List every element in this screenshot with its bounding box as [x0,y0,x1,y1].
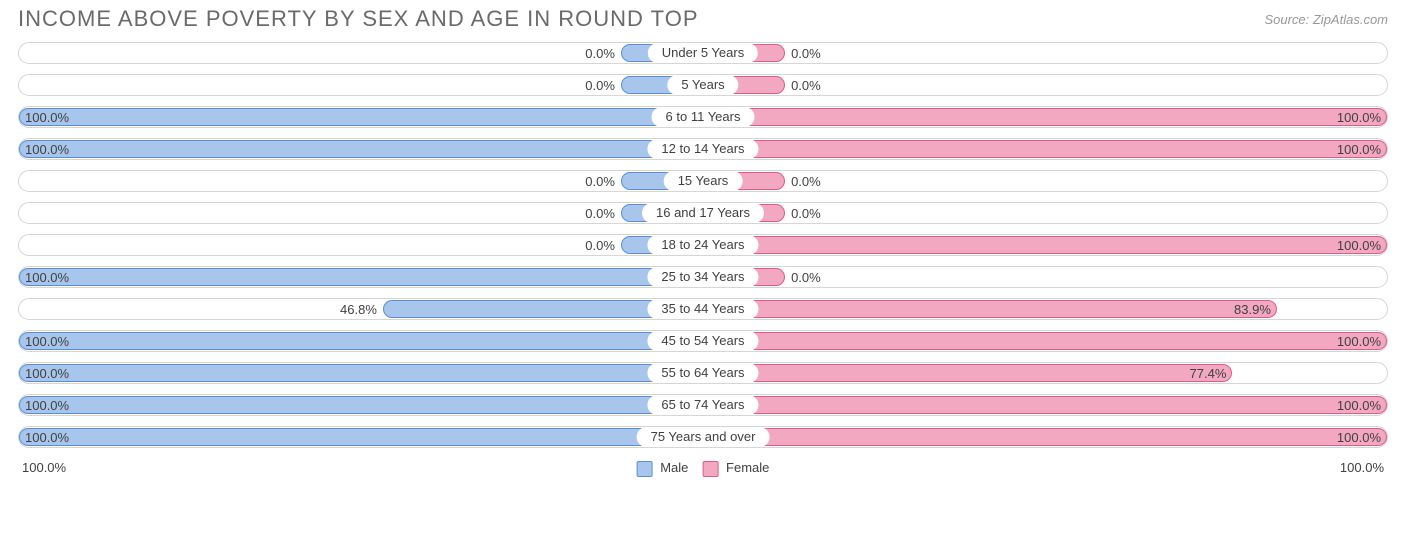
category-label: 55 to 64 Years [647,363,758,383]
female-value-label: 100.0% [1337,427,1381,447]
male-value-label: 100.0% [25,427,69,447]
chart-area: 0.0% 0.0% Under 5 Years 0.0% 0.0% 5 Years 100.… [0,42,1406,448]
female-value-label: 100.0% [1337,139,1381,159]
male-value-label: 100.0% [25,139,69,159]
source-label: Source: ZipAtlas.com [1264,12,1388,27]
male-bar [19,396,703,414]
female-value-label: 100.0% [1337,235,1381,255]
female-bar [703,332,1387,350]
chart-row: 0.0% 0.0% 16 and 17 Years [18,202,1388,224]
chart-row: 100.0% 100.0% 12 to 14 Years [18,138,1388,160]
chart-row: 0.0% 0.0% Under 5 Years [18,42,1388,64]
category-label: 15 Years [664,171,743,191]
chart-row: 0.0% 0.0% 5 Years [18,74,1388,96]
male-value-label: 100.0% [25,267,69,287]
male-value-label: 0.0% [585,203,615,223]
category-label: 45 to 54 Years [647,331,758,351]
male-value-label: 100.0% [25,107,69,127]
male-value-label: 0.0% [585,171,615,191]
male-value-label: 100.0% [25,395,69,415]
chart-row: 100.0% 0.0% 25 to 34 Years [18,266,1388,288]
category-label: 16 and 17 Years [642,203,764,223]
male-value-label: 46.8% [340,299,377,319]
male-bar [19,332,703,350]
chart-row: 100.0% 100.0% 45 to 54 Years [18,330,1388,352]
female-value-label: 0.0% [791,43,821,63]
male-value-label: 0.0% [585,75,615,95]
male-value-label: 100.0% [25,363,69,383]
female-value-label: 0.0% [791,171,821,191]
category-label: 6 to 11 Years [652,107,755,127]
category-label: 25 to 34 Years [647,267,758,287]
male-bar [19,268,703,286]
legend: Male Female [637,460,770,477]
male-bar [19,108,703,126]
male-value-label: 100.0% [25,331,69,351]
category-label: 75 Years and over [637,427,770,447]
chart-row: 100.0% 100.0% 65 to 74 Years [18,394,1388,416]
female-bar [703,300,1277,318]
category-label: 18 to 24 Years [647,235,758,255]
male-value-label: 0.0% [585,43,615,63]
male-bar [19,140,703,158]
female-value-label: 77.4% [1190,363,1227,383]
female-value-label: 0.0% [791,267,821,287]
axis-left-label: 100.0% [22,460,66,475]
male-bar [19,364,703,382]
chart-row: 100.0% 100.0% 75 Years and over [18,426,1388,448]
chart-container: INCOME ABOVE POVERTY BY SEX AND AGE IN R… [0,0,1406,488]
chart-row: 0.0% 0.0% 15 Years [18,170,1388,192]
female-bar [703,396,1387,414]
female-value-label: 0.0% [791,75,821,95]
category-label: 5 Years [667,75,738,95]
legend-male: Male [637,460,689,477]
female-swatch-icon [702,461,718,477]
female-bar [703,236,1387,254]
female-value-label: 100.0% [1337,107,1381,127]
chart-row: 100.0% 100.0% 6 to 11 Years [18,106,1388,128]
chart-row: 0.0% 100.0% 18 to 24 Years [18,234,1388,256]
legend-male-label: Male [660,460,688,475]
male-bar [19,428,703,446]
chart-row: 46.8% 83.9% 35 to 44 Years [18,298,1388,320]
category-label: 35 to 44 Years [647,299,758,319]
female-value-label: 83.9% [1234,299,1271,319]
category-label: Under 5 Years [648,43,758,63]
female-value-label: 100.0% [1337,395,1381,415]
legend-female: Female [702,460,769,477]
chart-row: 100.0% 77.4% 55 to 64 Years [18,362,1388,384]
footer: 100.0% Male Female 100.0% [0,458,1406,488]
header: INCOME ABOVE POVERTY BY SEX AND AGE IN R… [0,0,1406,42]
axis-right-label: 100.0% [1340,460,1384,475]
male-value-label: 0.0% [585,235,615,255]
female-bar [703,428,1387,446]
male-swatch-icon [637,461,653,477]
legend-female-label: Female [726,460,769,475]
category-label: 65 to 74 Years [647,395,758,415]
chart-title: INCOME ABOVE POVERTY BY SEX AND AGE IN R… [18,6,699,32]
female-bar [703,108,1387,126]
female-value-label: 100.0% [1337,331,1381,351]
category-label: 12 to 14 Years [647,139,758,159]
female-bar [703,140,1387,158]
female-value-label: 0.0% [791,203,821,223]
female-bar [703,364,1232,382]
